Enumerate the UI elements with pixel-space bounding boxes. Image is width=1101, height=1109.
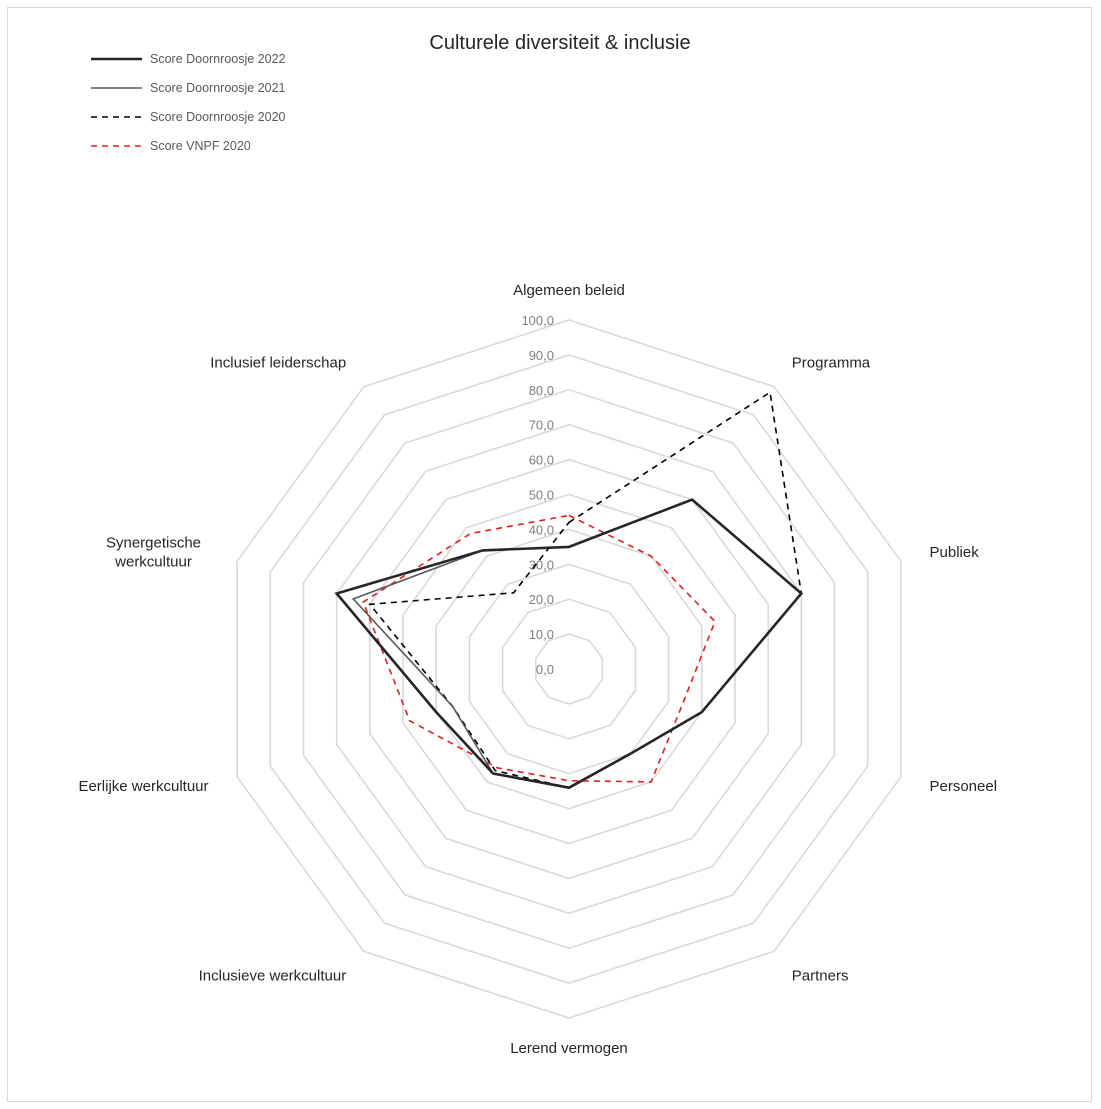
category-label: Inclusieve werkcultuur bbox=[199, 968, 347, 985]
tick-label: 80,0 bbox=[529, 383, 554, 398]
category-label: Synergetische werkcultuur bbox=[106, 534, 201, 570]
category-label-line: Synergetische bbox=[106, 534, 201, 551]
legend-entry[interactable]: Score VNPF 2020 bbox=[150, 139, 251, 153]
category-label-line: Inclusieve werkcultuur bbox=[199, 968, 347, 985]
tick-label: 90,0 bbox=[529, 348, 554, 363]
grid-ring bbox=[269, 354, 869, 984]
legend-entry[interactable]: Score Doornroosje 2022 bbox=[150, 52, 286, 66]
category-label: Publiek bbox=[930, 544, 980, 561]
series-group bbox=[334, 390, 804, 790]
category-label: Algemeen beleid bbox=[513, 282, 625, 299]
grid-ring bbox=[534, 633, 604, 705]
category-label-line: Lerend vermogen bbox=[510, 1040, 628, 1057]
tick-label: 100,0 bbox=[521, 313, 554, 328]
legend-entry[interactable]: Score Doornroosje 2020 bbox=[150, 110, 286, 124]
category-label-line: Publiek bbox=[930, 544, 980, 561]
grid-ring bbox=[468, 563, 670, 775]
tick-label: 0,0 bbox=[536, 662, 554, 677]
category-label: Partners bbox=[792, 968, 849, 985]
category-label-line: Programma bbox=[792, 354, 871, 371]
category-label: Eerlijke werkcultuur bbox=[78, 778, 208, 795]
category-label: Inclusief leiderschap bbox=[210, 354, 346, 371]
radial-tick-labels: 0,0 10,0 20,0 30,0 40,0 50,0 60,0 70,0 80,0 90,0 1… bbox=[521, 313, 554, 677]
category-label-line: Personeel bbox=[930, 778, 998, 795]
chart-title: Culturele diversiteit & inclusie bbox=[429, 32, 690, 54]
radar-grid bbox=[236, 319, 902, 1019]
grid-ring bbox=[368, 458, 770, 880]
category-label-line: Eerlijke werkcultuur bbox=[78, 778, 208, 795]
grid-ring bbox=[302, 388, 836, 950]
tick-label: 70,0 bbox=[529, 418, 554, 433]
legend-entry[interactable]: Score Doornroosje 2021 bbox=[150, 81, 286, 95]
category-label-line: Algemeen beleid bbox=[513, 282, 625, 299]
series-line-0 bbox=[334, 498, 804, 790]
grid-ring bbox=[501, 598, 637, 740]
tick-label: 10,0 bbox=[529, 627, 554, 642]
category-label-line: Inclusief leiderschap bbox=[210, 354, 346, 371]
chart-frame bbox=[7, 7, 1092, 1102]
series-line-2 bbox=[368, 390, 803, 789]
category-label: Lerend vermogen bbox=[510, 1040, 628, 1057]
grid-ring bbox=[335, 423, 803, 915]
tick-label: 60,0 bbox=[529, 453, 554, 468]
category-label-line: Partners bbox=[792, 968, 849, 985]
tick-label: 20,0 bbox=[529, 592, 554, 607]
category-labels: Algemeen beleid Programma Publiek Personeel… bbox=[78, 282, 997, 1057]
tick-label: 50,0 bbox=[529, 488, 554, 503]
grid-ring bbox=[236, 319, 902, 1019]
grid-ring bbox=[435, 528, 703, 810]
tick-label: 30,0 bbox=[529, 557, 554, 572]
category-label: Personeel bbox=[930, 778, 998, 795]
grid-ring bbox=[402, 493, 736, 845]
category-label: Programma bbox=[792, 354, 871, 371]
category-label-line: werkcultuur bbox=[114, 553, 192, 570]
legend[interactable]: Score Doornroosje 2022 Score Doornroosje … bbox=[91, 52, 286, 153]
tick-label: 40,0 bbox=[529, 522, 554, 537]
